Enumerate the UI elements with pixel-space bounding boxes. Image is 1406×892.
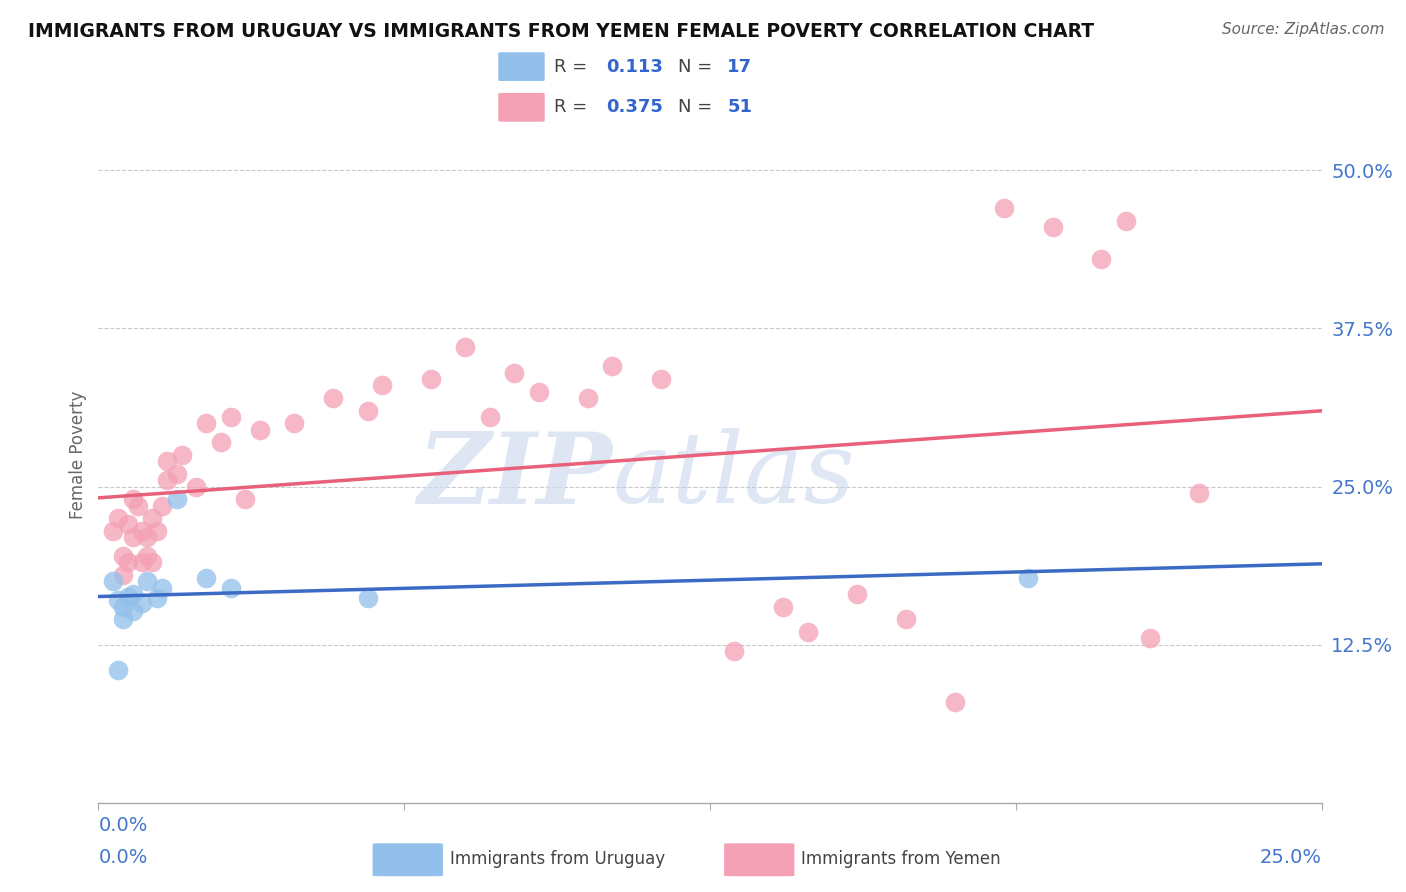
- Point: [845, 587, 868, 601]
- Point: [170, 448, 193, 462]
- FancyBboxPatch shape: [498, 93, 544, 121]
- Point: [117, 590, 139, 604]
- Point: [101, 524, 124, 538]
- Point: [141, 556, 163, 570]
- Point: [219, 581, 242, 595]
- Point: [420, 372, 443, 386]
- Point: [166, 467, 188, 481]
- Text: Immigrants from Yemen: Immigrants from Yemen: [801, 849, 1001, 868]
- Point: [371, 378, 394, 392]
- Point: [131, 524, 153, 538]
- Text: Immigrants from Uruguay: Immigrants from Uruguay: [450, 849, 665, 868]
- Point: [478, 409, 501, 424]
- FancyBboxPatch shape: [498, 53, 544, 81]
- Point: [1139, 632, 1161, 646]
- Text: 0.0%: 0.0%: [98, 815, 148, 835]
- Point: [156, 454, 179, 468]
- Point: [121, 492, 143, 507]
- Point: [150, 581, 173, 595]
- Text: R =: R =: [554, 98, 593, 116]
- Point: [127, 499, 149, 513]
- Point: [894, 612, 917, 626]
- Point: [166, 492, 188, 507]
- Point: [1017, 571, 1039, 585]
- Point: [136, 574, 159, 589]
- Point: [993, 201, 1015, 215]
- Text: ZIP: ZIP: [418, 427, 612, 524]
- Point: [356, 403, 378, 417]
- Point: [111, 612, 134, 626]
- Point: [943, 695, 966, 709]
- Point: [356, 591, 378, 605]
- Text: atlas: atlas: [612, 428, 855, 524]
- Point: [131, 556, 153, 570]
- Point: [136, 530, 159, 544]
- Point: [723, 644, 745, 658]
- Point: [454, 340, 477, 354]
- Point: [117, 556, 139, 570]
- Point: [111, 568, 134, 582]
- Point: [107, 511, 129, 525]
- Text: 0.375: 0.375: [606, 98, 664, 116]
- Point: [121, 530, 143, 544]
- Point: [527, 384, 550, 399]
- FancyBboxPatch shape: [373, 843, 443, 876]
- Text: 51: 51: [727, 98, 752, 116]
- Text: N =: N =: [678, 98, 717, 116]
- Point: [146, 591, 169, 605]
- Point: [283, 417, 305, 431]
- Text: 17: 17: [727, 58, 752, 76]
- Point: [797, 625, 820, 640]
- Point: [1042, 220, 1064, 235]
- Point: [150, 499, 173, 513]
- Point: [1090, 252, 1112, 266]
- Point: [121, 603, 143, 617]
- Point: [233, 492, 256, 507]
- Point: [1188, 486, 1211, 500]
- Text: R =: R =: [554, 58, 593, 76]
- Point: [322, 391, 344, 405]
- Y-axis label: Female Poverty: Female Poverty: [69, 391, 87, 519]
- Point: [503, 366, 526, 380]
- Text: Source: ZipAtlas.com: Source: ZipAtlas.com: [1222, 22, 1385, 37]
- Point: [600, 359, 623, 374]
- Point: [576, 391, 599, 405]
- Text: 25.0%: 25.0%: [1260, 848, 1322, 867]
- Point: [136, 549, 159, 563]
- Point: [772, 599, 794, 614]
- Point: [107, 593, 129, 607]
- Point: [195, 417, 218, 431]
- Point: [141, 511, 163, 525]
- Point: [107, 663, 129, 677]
- Point: [1115, 214, 1137, 228]
- Text: N =: N =: [678, 58, 717, 76]
- Point: [156, 473, 179, 487]
- Point: [249, 423, 271, 437]
- Point: [121, 587, 143, 601]
- Point: [111, 549, 134, 563]
- Text: IMMIGRANTS FROM URUGUAY VS IMMIGRANTS FROM YEMEN FEMALE POVERTY CORRELATION CHAR: IMMIGRANTS FROM URUGUAY VS IMMIGRANTS FR…: [28, 22, 1094, 41]
- FancyBboxPatch shape: [724, 843, 794, 876]
- Point: [117, 517, 139, 532]
- Point: [131, 596, 153, 610]
- Text: 0.113: 0.113: [606, 58, 664, 76]
- Point: [219, 409, 242, 424]
- Point: [146, 524, 169, 538]
- Point: [195, 571, 218, 585]
- Point: [101, 574, 124, 589]
- Point: [650, 372, 672, 386]
- Point: [209, 435, 232, 450]
- Point: [111, 599, 134, 614]
- Text: 0.0%: 0.0%: [98, 848, 148, 867]
- Point: [186, 479, 208, 493]
